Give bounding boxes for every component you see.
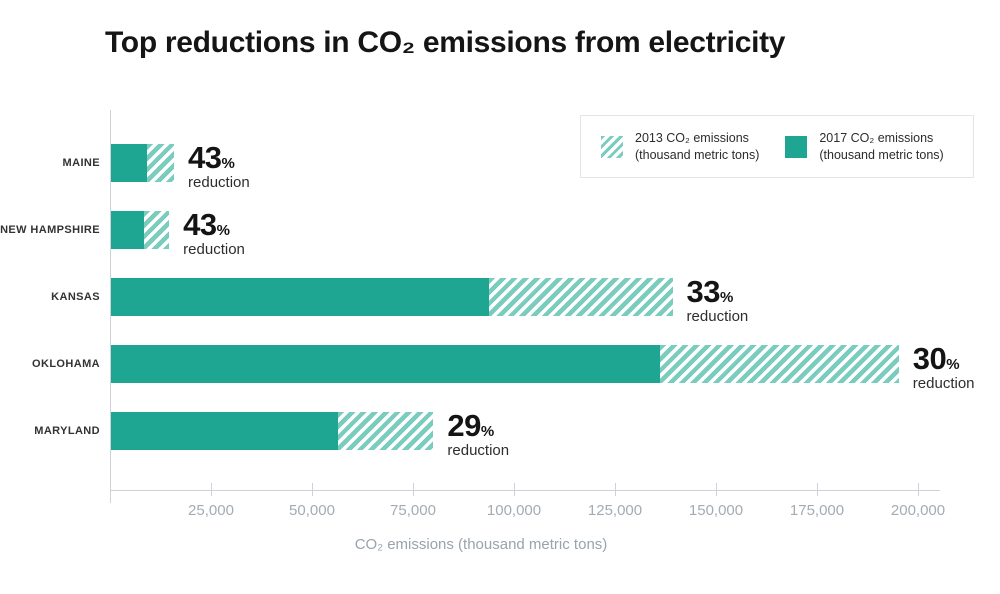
- bar-row: OKLOHAMA 30% reduction: [0, 343, 1000, 392]
- bar-2013-hatched: [146, 144, 175, 182]
- bar-2017-solid: [111, 278, 489, 316]
- bar-2013-hatched: [338, 412, 434, 450]
- legend-label-2013-line2: (thousand metric tons): [635, 147, 760, 162]
- x-axis-tick: [312, 483, 313, 496]
- category-label: OKLOHAMA: [32, 357, 100, 370]
- x-axis-tick-label: 50,000: [289, 502, 335, 519]
- x-axis-tick: [817, 483, 818, 496]
- reduction-word: reduction: [447, 442, 510, 459]
- reduction-annotation: 43% reduction: [183, 209, 245, 259]
- category-label: NEW HAMPSHIRE: [0, 223, 100, 236]
- x-axis-tick: [615, 483, 616, 496]
- x-axis-tick-label: 200,000: [890, 502, 946, 519]
- reduction-word: reduction: [183, 241, 245, 258]
- reduction-word: reduction: [912, 375, 975, 392]
- y-axis-line: [110, 110, 111, 503]
- x-axis-tick-label: 25,000: [188, 502, 234, 519]
- percent-sign: %: [221, 155, 235, 172]
- bar-2013-hatched: [144, 211, 170, 249]
- bar-row: KANSAS 33% reduction: [0, 276, 1000, 325]
- x-axis-tick-label: 175,000: [789, 502, 845, 519]
- legend-item-2017: 2017 CO₂ emissions (thousand metric tons…: [785, 130, 944, 164]
- bar-row: MARYLAND 29% reduction: [0, 410, 1000, 459]
- reduction-percent-value: 33: [686, 274, 721, 309]
- legend-swatch-2017-solid-icon: [785, 135, 808, 158]
- bar-2013-hatched: [488, 278, 673, 316]
- percent-sign: %: [480, 423, 495, 440]
- category-label: KANSAS: [51, 290, 100, 303]
- legend-label-2017: 2017 CO₂ emissions (thousand metric tons…: [819, 130, 943, 164]
- x-axis-tick: [514, 483, 515, 496]
- percent-sign: %: [216, 222, 230, 239]
- bar-2013-hatched: [660, 345, 899, 383]
- x-axis-tick-label: 100,000: [486, 502, 542, 519]
- x-axis-title: CO₂ emissions (thousand metric tons): [354, 536, 608, 553]
- reduction-annotation: 29% reduction: [447, 410, 509, 460]
- reduction-word: reduction: [188, 174, 250, 191]
- x-axis-tick-label: 125,000: [587, 502, 643, 519]
- bar-2017-solid: [111, 211, 145, 249]
- legend-label-2013-line1: 2013 CO₂ emissions: [635, 130, 749, 145]
- reduction-word: reduction: [686, 308, 749, 325]
- legend-swatch-2013-hatched-icon: [601, 135, 623, 158]
- legend-label-2013: 2013 CO₂ emissions (thousand metric tons…: [635, 130, 759, 164]
- reduction-percent-value: 43: [183, 207, 217, 242]
- bar-row: NEW HAMPSHIRE 43% reduction: [0, 209, 1000, 258]
- reduction-percent-value: 29: [447, 408, 481, 443]
- percent-sign: %: [720, 289, 734, 306]
- x-axis-tick: [211, 483, 212, 496]
- x-axis-tick: [716, 483, 717, 496]
- bar-2017-solid: [111, 144, 147, 182]
- legend-label-2017-line1: 2017 CO₂ emissions: [819, 130, 934, 145]
- reduction-annotation: 30% reduction: [913, 343, 975, 393]
- bar-2017-solid: [111, 412, 339, 450]
- legend-item-2013: 2013 CO₂ emissions (thousand metric tons…: [601, 130, 759, 164]
- x-axis-tick: [918, 483, 919, 496]
- reduction-percent-value: 30: [912, 341, 947, 376]
- x-axis-tick: [413, 483, 414, 496]
- category-label: MARYLAND: [34, 424, 100, 437]
- x-axis-tick-label: 150,000: [688, 502, 744, 519]
- legend: 2013 CO₂ emissions (thousand metric tons…: [580, 115, 974, 178]
- reduction-annotation: 33% reduction: [687, 276, 749, 326]
- bar-2017-solid: [111, 345, 661, 383]
- x-axis-tick-label: 75,000: [390, 502, 436, 519]
- x-axis-line: [110, 490, 940, 491]
- legend-label-2017-line2: (thousand metric tons): [819, 147, 944, 162]
- chart-title: Top reductions in CO₂ emissions from ele…: [105, 26, 786, 59]
- percent-sign: %: [946, 356, 960, 373]
- reduction-annotation: 43% reduction: [188, 142, 250, 192]
- category-label: MAINE: [62, 156, 100, 169]
- reduction-percent-value: 43: [188, 140, 222, 175]
- bar-row: MAINE 43% reduction: [0, 142, 1000, 191]
